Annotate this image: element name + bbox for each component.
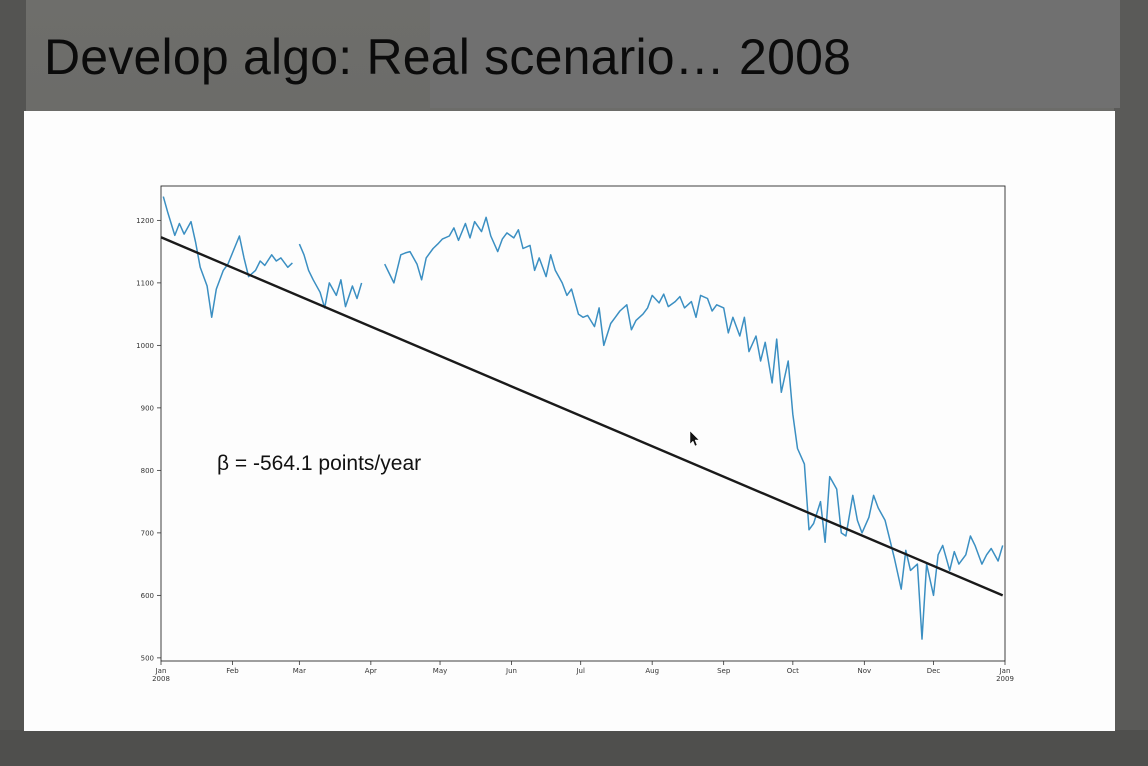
x-tick-label: Apr <box>365 667 377 675</box>
x-tick-label: Feb <box>226 667 239 675</box>
y-tick-label: 700 <box>141 529 154 537</box>
x-tick-label: Jan <box>155 667 167 675</box>
price-series-line <box>162 196 293 319</box>
y-tick-label: 900 <box>141 404 154 412</box>
background-right-strip <box>1114 0 1148 766</box>
x-tick-label: Aug <box>645 667 659 675</box>
price-series-line <box>298 243 363 309</box>
background-left-strip <box>0 0 26 766</box>
price-series-line <box>384 216 1004 640</box>
x-tick-label: Mar <box>293 667 306 675</box>
mouse-cursor-icon <box>689 430 700 447</box>
trend-line <box>160 236 1004 597</box>
x-tick-label: Dec <box>927 667 941 675</box>
y-tick-label: 1100 <box>136 279 154 287</box>
x-tick-label: Jan <box>999 667 1011 675</box>
y-tick-label: 1200 <box>136 217 154 225</box>
y-tick-label: 500 <box>141 654 154 662</box>
y-tick-label: 800 <box>141 467 154 475</box>
slide-title: Develop algo: Real scenario… 2008 <box>44 29 852 85</box>
y-tick-label: 1000 <box>136 342 154 350</box>
x-tick-label: Jul <box>575 667 585 675</box>
y-axis: 500 600 700 800 900 1000 1100 1200 <box>136 217 161 662</box>
x-tick-label: Jun <box>505 667 517 675</box>
plot-frame <box>160 185 1006 662</box>
series-layer <box>162 196 1004 640</box>
slide-content-card: 500 600 700 800 900 1000 1100 1200 Jan 2008 Feb Ma… <box>24 111 1115 731</box>
x-tick-label: May <box>433 667 447 675</box>
y-tick-label: 600 <box>141 592 154 600</box>
x-tick-label: Sep <box>717 667 731 675</box>
background-bottom-strip <box>0 730 1148 766</box>
x-tick-year-label: 2008 <box>152 675 170 683</box>
x-tick-year-label: 2009 <box>996 675 1014 683</box>
beta-annotation: β = -564.1 points/year <box>217 452 421 475</box>
x-tick-label: Nov <box>857 667 871 675</box>
background-top-panel <box>430 0 1120 108</box>
x-tick-label: Oct <box>787 667 799 675</box>
